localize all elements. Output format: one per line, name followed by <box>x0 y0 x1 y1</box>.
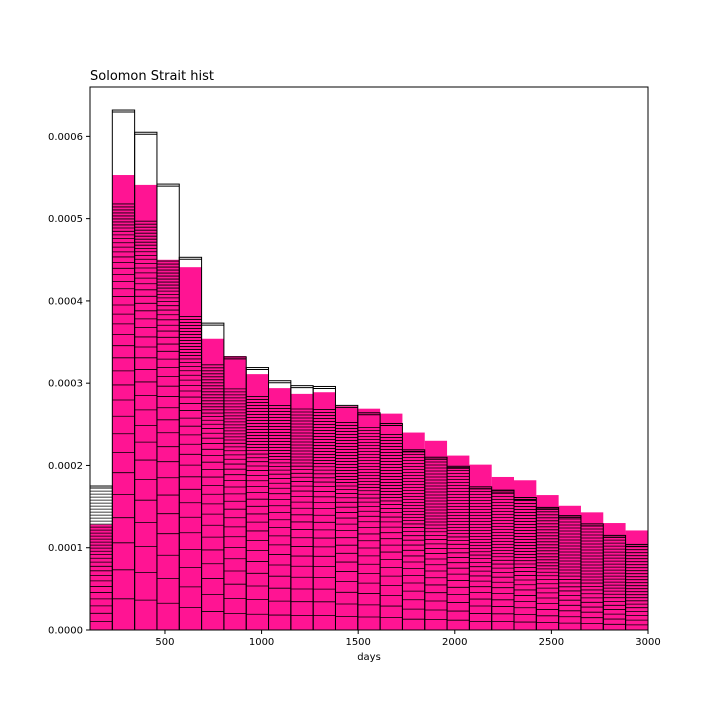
y-tick-label: 0.0003 <box>48 379 83 390</box>
filled-bar <box>201 338 224 630</box>
x-tick-label: 1500 <box>345 637 370 648</box>
outline-bar <box>446 465 470 631</box>
filled-bar <box>246 374 269 630</box>
x-tick-label: 2000 <box>442 637 467 648</box>
filled-bar <box>223 356 247 630</box>
filled-bar <box>357 408 381 630</box>
filled-bar <box>112 175 135 631</box>
outline-bar <box>602 534 627 631</box>
plot-frame <box>89 86 649 631</box>
x-axis: 500 1000 1500 2000 2500 3000 <box>155 630 661 648</box>
filled-bar <box>447 455 470 630</box>
chart-title: Solomon Strait hist <box>90 69 214 84</box>
filled-bar <box>90 524 113 630</box>
x-tick-label: 2500 <box>539 637 564 648</box>
outline-bar <box>379 422 403 631</box>
outline-bar <box>513 497 537 631</box>
x-axis-label: days <box>357 652 381 663</box>
y-axis: 0.0000 0.0001 0.0002 0.0003 0.0004 0.0005 0.00… <box>48 132 90 637</box>
outline-histogram-series <box>89 109 649 631</box>
filled-bar <box>558 505 581 630</box>
y-tick-label: 0.0005 <box>48 214 83 225</box>
y-tick-label: 0.0000 <box>48 626 83 637</box>
y-tick-label: 0.0004 <box>48 296 83 307</box>
outline-bar <box>357 412 381 631</box>
filled-bar <box>179 267 202 630</box>
y-tick-label: 0.0002 <box>48 461 83 472</box>
filled-bar <box>625 530 648 630</box>
filled-bar <box>268 388 291 630</box>
filled-bar <box>290 393 314 630</box>
filled-histogram-series <box>90 175 648 631</box>
x-tick-label: 500 <box>155 637 174 648</box>
outline-bar <box>535 506 560 631</box>
filled-bar <box>603 523 626 630</box>
filled-bar <box>156 259 180 630</box>
x-tick-label: 3000 <box>635 637 660 648</box>
x-tick-label: 1000 <box>249 637 274 648</box>
y-tick-label: 0.0001 <box>48 543 83 554</box>
filled-bar <box>469 464 492 630</box>
y-tick-label: 0.0006 <box>48 132 83 143</box>
outline-bar <box>245 367 270 631</box>
outline-bar <box>223 356 247 631</box>
filled-bar <box>514 480 537 630</box>
